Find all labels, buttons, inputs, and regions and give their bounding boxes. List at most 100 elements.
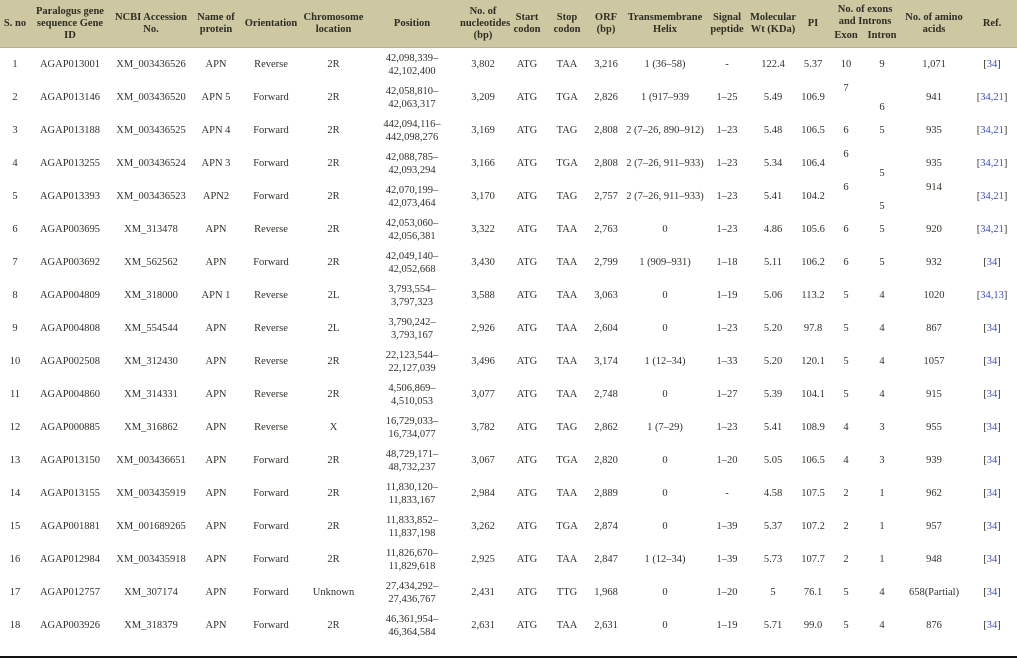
cell-accession: XM_318000 bbox=[110, 279, 192, 312]
cell-stop-codon: TAA bbox=[547, 279, 587, 312]
cell-orf: 2,631 bbox=[587, 609, 625, 642]
cell-nucleotides: 2,431 bbox=[459, 576, 507, 609]
cell-signal-peptide: 1–23 bbox=[705, 180, 749, 213]
table-row: 18 AGAP003926 XM_318379 APN Forward 2R 46,361,… bbox=[0, 609, 1017, 642]
cell-orientation: Forward bbox=[240, 147, 302, 180]
citation-link[interactable]: 34,13 bbox=[980, 290, 1004, 301]
citation-link[interactable]: 34 bbox=[986, 620, 998, 631]
table-row: 12 AGAP000885 XM_316862 APN Reverse X 16,729,0… bbox=[0, 411, 1017, 444]
citation-link[interactable]: 34 bbox=[986, 587, 998, 598]
cell-value: TAA bbox=[556, 620, 578, 631]
cell-accession: XM_003436523 bbox=[110, 180, 192, 213]
cell-value: 3,067 bbox=[471, 455, 495, 466]
cell-amino-acids: 932 bbox=[901, 246, 967, 279]
cell-value: 6 bbox=[843, 125, 849, 136]
cell-intron: 5 bbox=[863, 147, 901, 180]
cell-signal-peptide: 1–23 bbox=[705, 114, 749, 147]
ref-bracket: ] bbox=[997, 620, 1001, 631]
cell-value: 1,071 bbox=[922, 59, 946, 70]
cell-value: 2R bbox=[327, 488, 340, 499]
cell-exon: 4 bbox=[829, 411, 863, 444]
cell-value: 5.37 bbox=[763, 521, 783, 532]
citation-link[interactable]: 34,21 bbox=[980, 158, 1004, 169]
cell-value: 6 bbox=[843, 224, 849, 235]
cell-value: 108.9 bbox=[801, 422, 825, 433]
cell-accession: XM_001689265 bbox=[110, 510, 192, 543]
cell-value: TAA bbox=[556, 290, 578, 301]
cell-value: TAA bbox=[556, 323, 578, 334]
cell-intron: 4 bbox=[863, 312, 901, 345]
cell-amino-acids: 1020 bbox=[901, 279, 967, 312]
cell-value: 18 bbox=[9, 620, 21, 631]
cell-pi: 106.4 bbox=[797, 147, 829, 180]
cell-orf: 2,874 bbox=[587, 510, 625, 543]
citation-link[interactable]: 34 bbox=[986, 323, 998, 334]
cell-value: 4 bbox=[879, 323, 885, 334]
cell-value: 107.7 bbox=[801, 554, 825, 565]
cell-stop-codon: TAA bbox=[547, 477, 587, 510]
cell-accession: XM_003436520 bbox=[110, 81, 192, 114]
citation-link[interactable]: 34 bbox=[986, 422, 998, 433]
cell-start-codon: ATG bbox=[507, 576, 547, 609]
cell-amino-acids: 962 bbox=[901, 477, 967, 510]
ref-bracket: ] bbox=[1003, 158, 1008, 169]
cell-chromosome: 2R bbox=[302, 510, 365, 543]
cell-intron: 5 bbox=[863, 114, 901, 147]
cell-pi: 107.2 bbox=[797, 510, 829, 543]
cell-exon: 5 bbox=[829, 279, 863, 312]
cell-mol-wt: 5.34 bbox=[749, 147, 797, 180]
cell-intron: 3 bbox=[863, 411, 901, 444]
position-line: 27,436,767 bbox=[388, 593, 436, 605]
citation-link[interactable]: 34 bbox=[986, 521, 998, 532]
citation-link[interactable]: 34,21 bbox=[980, 92, 1004, 103]
cell-sno: 8 bbox=[0, 279, 30, 312]
cell-position: 11,833,852– 11,837,198 bbox=[365, 510, 459, 543]
citation-link[interactable]: 34,21 bbox=[980, 224, 1004, 235]
cell-protein: APN bbox=[192, 576, 240, 609]
citation-link[interactable]: 34 bbox=[986, 389, 998, 400]
cell-exon: 10 bbox=[829, 48, 863, 82]
citation-link[interactable]: 34 bbox=[986, 488, 998, 499]
position-line: 46,364,584 bbox=[388, 626, 436, 638]
cell-ref: [34] bbox=[967, 312, 1017, 345]
cell-value: 2,757 bbox=[594, 191, 618, 202]
cell-value: 1–23 bbox=[716, 422, 738, 433]
ref-bracket: ] bbox=[997, 521, 1001, 532]
position-line: 16,734,077 bbox=[388, 428, 436, 440]
cell-value: 5 bbox=[843, 356, 849, 367]
cell-amino-acids: 1,071 bbox=[901, 48, 967, 82]
citation-link[interactable]: 34,21 bbox=[980, 191, 1004, 202]
cell-value: 4 bbox=[879, 356, 885, 367]
cell-value: 9 bbox=[879, 59, 885, 70]
cell-value: 3,496 bbox=[471, 356, 495, 367]
citation-link[interactable]: 34,21 bbox=[980, 125, 1004, 136]
cell-value: 955 bbox=[926, 422, 942, 433]
cell-sno: 18 bbox=[0, 609, 30, 642]
cell-ref: [34,21] bbox=[967, 213, 1017, 246]
position-line: 3,793,554– bbox=[388, 283, 436, 295]
cell-amino-acids: 876 bbox=[901, 609, 967, 642]
cell-gene-id: AGAP003695 bbox=[30, 213, 110, 246]
cell-intron: 4 bbox=[863, 378, 901, 411]
cell-protein: APN bbox=[192, 345, 240, 378]
cell-value: ATG bbox=[516, 389, 538, 400]
cell-chromosome: 2R bbox=[302, 81, 365, 114]
citation-link[interactable]: 34 bbox=[986, 356, 998, 367]
cell-value: AGAP000885 bbox=[39, 422, 101, 433]
citation-link[interactable]: 34 bbox=[986, 554, 998, 565]
citation-link[interactable]: 34 bbox=[986, 59, 998, 70]
cell-value: 106.9 bbox=[801, 92, 825, 103]
cell-value: AGAP013155 bbox=[39, 488, 101, 499]
cell-amino-acids: 941 bbox=[901, 81, 967, 114]
cell-intron: 3 bbox=[863, 444, 901, 477]
cell-start-codon: ATG bbox=[507, 444, 547, 477]
cell-accession: XM_003436524 bbox=[110, 147, 192, 180]
col-header-orientation: Orientation bbox=[240, 0, 302, 48]
citation-link[interactable]: 34 bbox=[986, 257, 998, 268]
cell-tm-helix: 0 bbox=[625, 312, 705, 345]
cell-nucleotides: 3,170 bbox=[459, 180, 507, 213]
cell-value: XM_307174 bbox=[124, 587, 178, 598]
citation-link[interactable]: 34 bbox=[986, 455, 998, 466]
cell-value: XM_562562 bbox=[124, 257, 178, 268]
cell-value: 2 bbox=[843, 488, 849, 499]
